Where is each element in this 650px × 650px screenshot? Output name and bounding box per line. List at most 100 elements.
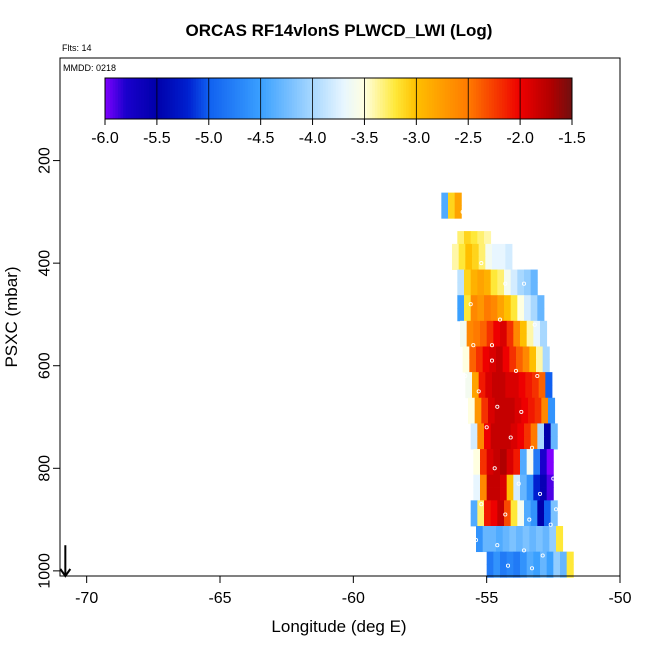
colorbar-tick-label: -2.0 [506,130,534,147]
colorbar-segment [281,78,285,119]
colorbar-segment [444,78,448,119]
heatmap-cell [484,231,492,245]
heatmap-cell [504,423,512,437]
heatmap-cell [504,308,512,322]
heatmap-cell [484,308,492,322]
heatmap-cell [533,564,541,578]
heatmap-cell [500,449,508,463]
heatmap-cell [550,513,558,527]
heatmap-cell [484,436,492,450]
colorbar-segment [463,78,467,119]
heatmap-cell [470,231,478,245]
colorbar-segment [496,78,500,119]
heatmap-cell [489,538,497,553]
heatmap-cell [536,346,544,360]
flights-label: Flts: 14 [62,43,92,53]
heatmap-cell [500,474,508,488]
heatmap-cell [510,500,518,514]
y-axis-label: PSXC (mbar) [2,266,21,367]
heatmap-cell [482,346,490,360]
heatmap-cell [497,269,505,283]
heatmap-cell [486,487,494,501]
heatmap-cell [477,513,485,527]
heatmap-cell [476,346,484,360]
colorbar-segment [299,78,303,119]
colorbar-segment [509,78,513,119]
heatmap-cell [550,500,558,514]
colorbar-segment [245,78,249,119]
heatmap-cell [505,243,513,258]
heatmap-cell [510,282,518,296]
x-tick-label: -70 [75,590,98,607]
heatmap-cell [484,500,492,514]
heatmap-cell [470,513,478,527]
heatmap-cell [545,372,553,386]
heatmap-cell [470,500,478,514]
heatmap-cell [542,526,550,540]
colorbar-segment [330,78,334,119]
heatmap-cell [485,256,493,270]
heatmap-cell [517,282,525,296]
colorbar-segment [112,78,116,119]
colorbar-segment [421,78,425,119]
heatmap-cell [542,346,550,360]
heatmap-cell [530,295,538,309]
heatmap-cell [473,449,481,463]
heatmap-cell [526,564,534,578]
heatmap-cell [489,526,497,540]
sample-marker [508,435,513,440]
heatmap-cell [501,397,509,411]
heatmap-cell [553,564,561,578]
colorbar-segment [564,78,568,119]
heatmap-cell [492,256,500,270]
heatmap-cell [544,500,552,514]
heatmap-cell [500,487,508,501]
chart-title: ORCAS RF14vlonS PLWCD_LWI (Log) [186,21,493,40]
colorbar-segment [289,78,293,119]
heatmap-cell [466,320,474,335]
colorbar-segment [133,78,137,119]
sample-marker [473,538,479,543]
colorbar-tick-label: -6.0 [91,130,119,147]
heatmap-cell [546,474,554,488]
colorbar-segment [382,78,386,119]
colorbar-segment [551,78,555,119]
colorbar-segment [450,78,454,119]
heatmap-cell [464,269,472,283]
heatmap-cell [510,423,518,437]
heatmap-cell [537,423,545,437]
heatmap-cell [441,205,449,219]
heatmap-cell [473,333,481,347]
heatmap-cell [537,513,545,527]
heatmap-cell [525,372,533,386]
heatmap-cell [464,282,472,296]
colorbar-segment [229,78,233,119]
x-axis-label: Longitude (deg E) [271,617,406,636]
colorbar-segment [276,78,280,119]
heatmap-cell [530,269,538,283]
colorbar-segment [538,78,542,119]
colorbar-segment [569,78,573,119]
colorbar-segment [543,78,547,119]
heatmap-cell [462,346,470,360]
sample-marker [481,561,487,566]
heatmap-cell [480,333,488,347]
heatmap-cell [502,526,510,540]
heatmap-cell [544,423,552,437]
heatmap-cell [477,436,485,450]
heatmap-cell [493,487,501,501]
heatmap-cell [534,410,542,424]
heatmap-cell [520,564,528,578]
heatmap-cell [540,487,548,501]
colorbar-tick-label: -2.5 [454,130,482,147]
colorbar-segment [117,78,122,119]
heatmap-cell [474,410,482,424]
heatmap-cell [524,500,532,514]
colorbar-segment [442,78,446,119]
heatmap-cell [490,308,498,322]
heatmap-cell [465,243,473,258]
colorbar-segment [424,78,428,119]
heatmap-cell [497,423,505,437]
heatmap-cell [506,551,514,565]
